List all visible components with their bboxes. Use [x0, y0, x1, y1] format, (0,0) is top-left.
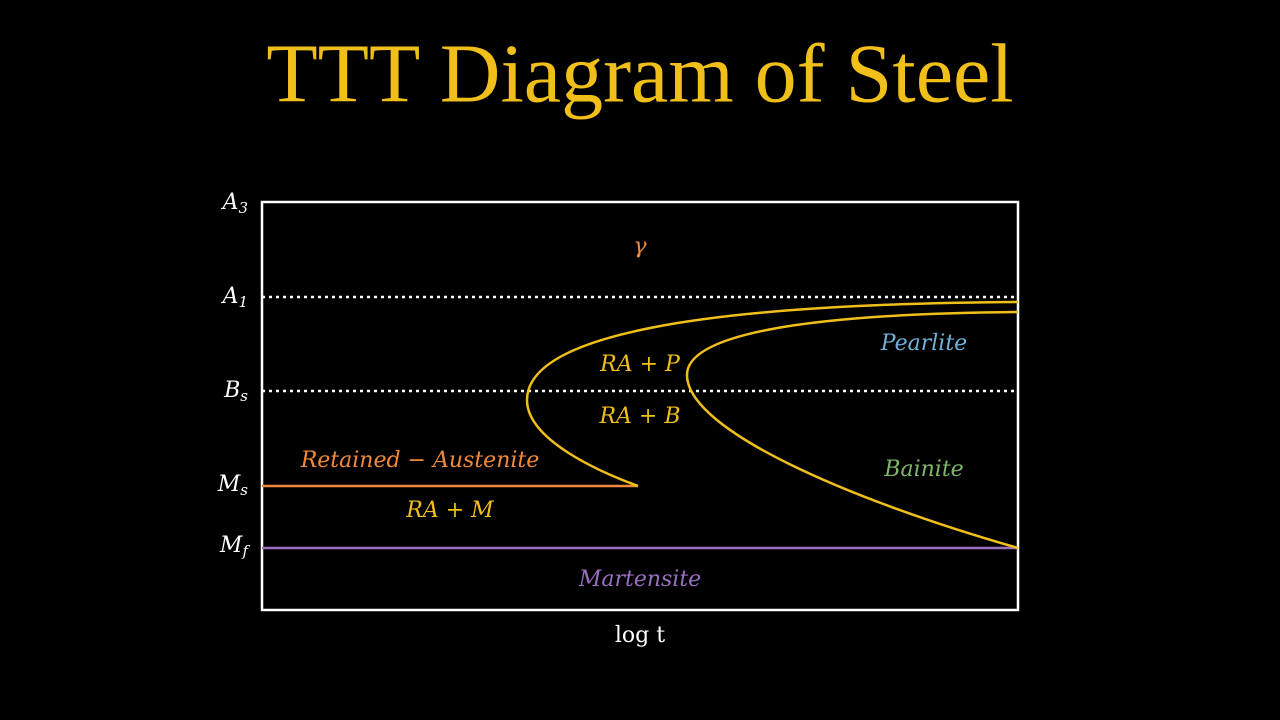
region-label: Bainite — [883, 457, 963, 482]
title: TTT Diagram of Steel — [266, 27, 1013, 120]
region-label: RA + M — [405, 498, 494, 523]
level-label: A3 — [221, 190, 248, 217]
level-label: Bs — [223, 378, 248, 405]
start-curve — [525, 300, 1019, 488]
finish-curve — [685, 310, 1019, 550]
region-label: γ — [633, 234, 647, 259]
plot-frame — [260, 200, 1020, 612]
region-label: Pearlite — [880, 331, 967, 356]
level-label: Ms — [217, 472, 249, 499]
x-axis-label: log t — [615, 623, 665, 648]
region-label: RA + B — [598, 404, 680, 429]
region-label: Retained − Austenite — [300, 448, 540, 473]
region-label: Martensite — [578, 567, 701, 592]
level-label: A1 — [221, 284, 248, 311]
level-label: Mf — [219, 533, 251, 560]
region-label: RA + P — [599, 352, 681, 377]
